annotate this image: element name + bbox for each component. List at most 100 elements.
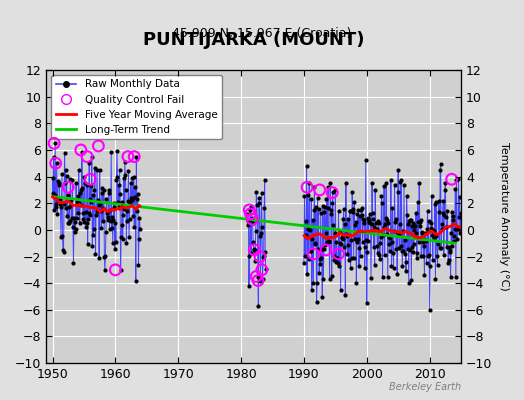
Point: [396, 220, 404, 227]
Point: [122, 187, 130, 193]
Point: [386, 248, 394, 255]
Point: [375, 252, 384, 259]
Point: [431, 201, 439, 208]
Point: [416, 218, 424, 225]
Point: [96, 208, 105, 214]
Point: [339, 216, 347, 222]
Point: [61, 180, 69, 186]
Point: [336, 240, 344, 246]
Point: [379, 232, 387, 238]
Point: [78, 149, 86, 156]
Point: [372, 226, 380, 232]
Point: [99, 204, 107, 211]
Point: [329, 188, 337, 195]
Point: [341, 221, 349, 228]
Point: [432, 232, 441, 239]
Point: [372, 220, 380, 226]
Point: [408, 244, 417, 250]
Point: [449, 212, 457, 219]
Point: [436, 167, 444, 173]
Point: [260, 204, 268, 211]
Point: [379, 224, 388, 230]
Point: [245, 207, 254, 213]
Point: [255, 200, 263, 206]
Point: [444, 260, 452, 266]
Point: [313, 195, 322, 202]
Point: [306, 248, 314, 254]
Point: [304, 256, 313, 262]
Point: [73, 193, 82, 200]
Point: [103, 216, 112, 223]
Point: [111, 267, 119, 273]
Point: [338, 234, 346, 241]
Point: [97, 225, 105, 231]
Point: [328, 200, 336, 206]
Point: [246, 207, 254, 213]
Point: [385, 234, 394, 240]
Point: [385, 241, 393, 248]
Point: [127, 194, 135, 201]
Point: [256, 253, 264, 260]
Point: [376, 256, 384, 262]
Point: [358, 212, 366, 218]
Point: [377, 193, 386, 199]
Point: [384, 273, 392, 280]
Point: [327, 210, 335, 217]
Point: [261, 265, 270, 272]
Point: [308, 287, 316, 293]
Point: [325, 276, 334, 282]
Point: [247, 215, 256, 221]
Point: [124, 198, 132, 204]
Point: [422, 238, 430, 244]
Point: [330, 257, 339, 264]
Point: [319, 203, 327, 209]
Point: [324, 238, 333, 244]
Point: [434, 198, 443, 204]
Point: [352, 280, 361, 286]
Point: [246, 204, 255, 210]
Point: [114, 198, 122, 205]
Point: [87, 199, 95, 206]
Point: [407, 217, 415, 224]
Point: [52, 160, 61, 166]
Point: [313, 280, 321, 286]
Point: [352, 219, 360, 225]
Point: [98, 185, 106, 191]
Point: [259, 253, 267, 260]
Point: [315, 256, 324, 262]
Point: [367, 274, 375, 281]
Point: [343, 251, 352, 257]
Point: [433, 253, 441, 259]
Point: [345, 208, 354, 214]
Point: [441, 186, 449, 193]
Point: [330, 253, 338, 260]
Point: [438, 221, 446, 227]
Point: [91, 165, 99, 171]
Point: [70, 229, 79, 236]
Text: Berkeley Earth: Berkeley Earth: [389, 382, 461, 392]
Point: [79, 215, 88, 222]
Point: [60, 150, 69, 156]
Point: [353, 210, 362, 217]
Point: [420, 242, 428, 249]
Point: [249, 246, 258, 252]
Point: [111, 246, 119, 252]
Point: [69, 260, 78, 266]
Point: [73, 199, 81, 206]
Point: [417, 253, 425, 259]
Point: [364, 238, 373, 245]
Point: [111, 220, 119, 226]
Point: [315, 270, 323, 276]
Point: [108, 240, 117, 246]
Point: [390, 228, 398, 234]
Point: [245, 283, 253, 289]
Point: [334, 260, 342, 266]
Point: [125, 234, 133, 240]
Point: [427, 225, 435, 231]
Point: [452, 177, 461, 184]
Point: [256, 277, 265, 284]
Point: [378, 200, 386, 206]
Point: [445, 249, 454, 255]
Point: [348, 208, 357, 215]
Point: [335, 263, 343, 269]
